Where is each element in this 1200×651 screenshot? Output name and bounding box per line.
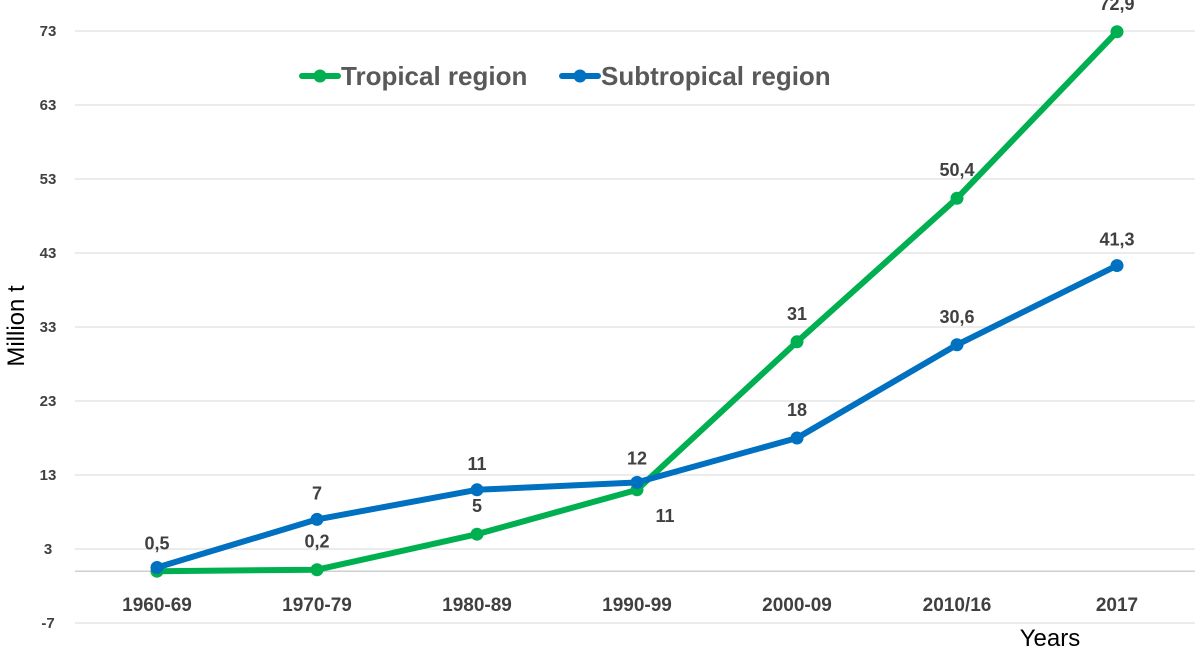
y-tick-label: 53: [40, 171, 57, 188]
x-tick-label: 1970-79: [282, 595, 352, 616]
data-point: [630, 475, 644, 489]
data-label: 30,6: [939, 307, 974, 327]
y-tick-label: 13: [40, 467, 57, 484]
x-tick-label: 2000-09: [762, 595, 832, 616]
data-point: [950, 338, 964, 352]
legend-swatch-marker: [573, 69, 587, 83]
grid-lines: [75, 30, 1195, 624]
data-label: 50,4: [939, 160, 974, 180]
data-point: [950, 191, 964, 205]
data-point: [470, 483, 484, 497]
y-tick-label: 43: [40, 245, 57, 262]
data-label: 41,3: [1099, 230, 1134, 250]
y-tick-label: 3: [44, 541, 52, 558]
data-label: 11: [467, 454, 486, 474]
legend-swatch-marker: [313, 69, 327, 83]
x-tick-label: 1960-69: [122, 595, 192, 616]
data-point: [1110, 25, 1124, 39]
data-point: [790, 431, 804, 445]
y-tick-label: 63: [40, 97, 57, 114]
x-axis-title: Years: [1020, 625, 1081, 651]
data-label: 31: [787, 304, 807, 324]
y-axis-title: Million t: [3, 285, 30, 367]
data-label: 18: [787, 400, 807, 420]
x-tick-label: 2017: [1096, 595, 1138, 616]
y-tick-label: 23: [40, 393, 57, 410]
legend-label: Subtropical region: [601, 61, 831, 91]
x-axis-ticks: 1960-69 1970-79 1980-89 1990-99 2000-09 2010/…: [122, 595, 1138, 616]
y-tick-label: 33: [40, 319, 57, 336]
data-label: 72,9: [1099, 0, 1134, 14]
data-point: [310, 512, 324, 526]
data-label: 0,5: [144, 534, 169, 554]
legend-label: Tropical region: [341, 61, 527, 91]
y-tick-label: -7: [41, 615, 54, 632]
data-point: [310, 563, 324, 577]
data-label: 12: [627, 448, 647, 468]
x-tick-label: 2010/16: [923, 595, 992, 616]
data-label: 0,2: [304, 532, 329, 552]
data-point: [150, 561, 164, 574]
series-group: [150, 25, 1124, 578]
data-label: 11: [655, 506, 674, 526]
data-label: 7: [312, 483, 322, 503]
x-tick-label: 1990-99: [602, 595, 672, 616]
legend: Tropical region Subtropical region: [299, 61, 831, 91]
data-point: [470, 527, 484, 541]
y-axis-ticks: -7 3 13 23 33 43 53 63 73: [40, 23, 57, 632]
y-tick-label: 73: [40, 23, 57, 40]
data-labels: 0,2 5 11 31 50,4 72,9 0,5 7 11 12 18 30,6 41,3: [144, 0, 1134, 554]
data-point: [790, 335, 804, 349]
data-label: 5: [472, 496, 482, 516]
x-tick-label: 1980-89: [442, 595, 512, 616]
data-point: [1110, 259, 1124, 273]
